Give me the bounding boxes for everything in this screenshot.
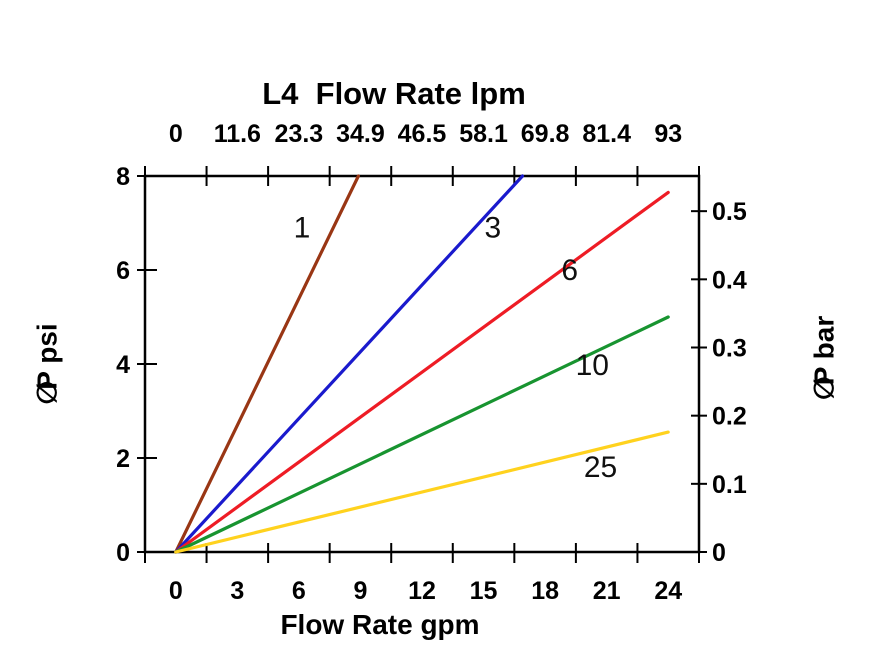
bottom-axis-tick-label: 21 xyxy=(593,577,621,605)
top-axis-tick-label: 93 xyxy=(654,120,682,148)
series-label-1: 1 xyxy=(294,212,311,245)
bottom-axis-tick-label: 3 xyxy=(230,577,244,605)
right-axis-tick-label: 0.5 xyxy=(712,198,747,226)
right-axis-tick-label: 0.3 xyxy=(712,334,747,362)
bottom-axis-tick-label: 24 xyxy=(654,577,682,605)
bottom-axis-tick-label: 0 xyxy=(169,577,183,605)
top-axis-tick-label: 23.3 xyxy=(275,120,324,148)
right-axis-tick-label: 0 xyxy=(712,539,726,567)
top-axis-tick-label: 0 xyxy=(169,120,183,148)
left-axis-tick-label: 6 xyxy=(116,257,130,285)
right-axis-tick-label: 0.4 xyxy=(712,266,747,294)
right-axis-tick-label: 0.2 xyxy=(712,403,747,431)
bottom-axis-tick-label: 12 xyxy=(408,577,436,605)
series-line-1 xyxy=(174,174,360,554)
left-axis-tick-label: 8 xyxy=(116,163,130,191)
top-axis-tick-label: 46.5 xyxy=(398,120,447,148)
series-line-3 xyxy=(174,174,525,554)
left-axis-tick-label: 4 xyxy=(116,351,130,379)
series-label-25: 25 xyxy=(584,451,617,484)
right-axis-tick-label: 0.1 xyxy=(712,471,747,499)
left-axis-tick-label: 0 xyxy=(116,539,130,567)
left-axis-title: ∅P psi xyxy=(31,323,64,404)
chart-title: L4 Flow Rate lpm xyxy=(262,76,526,111)
bottom-axis-tick-label: 18 xyxy=(531,577,559,605)
series-label-3: 3 xyxy=(484,212,501,245)
series-line-6 xyxy=(174,190,670,554)
left-axis-unit: P psi xyxy=(31,323,63,390)
top-axis-tick-label: 58.1 xyxy=(459,120,508,148)
bottom-axis-tick-label: 9 xyxy=(353,577,367,605)
series-label-6: 6 xyxy=(561,254,578,287)
bottom-axis-title: Flow Rate gpm xyxy=(280,609,480,640)
right-axis-unit: P bar xyxy=(808,315,840,386)
series-line-25 xyxy=(174,430,670,554)
series-line-10 xyxy=(174,315,670,554)
right-axis-title: ∅P bar xyxy=(808,316,841,401)
bottom-axis-tick-label: 15 xyxy=(470,577,498,605)
bottom-axis-tick-label: 6 xyxy=(292,577,306,605)
top-axis-tick-label: 11.6 xyxy=(214,120,261,148)
top-axis-tick-label: 34.9 xyxy=(336,120,385,148)
top-axis-tick-label: 69.8 xyxy=(521,120,570,148)
series-label-10: 10 xyxy=(576,349,609,382)
left-axis-tick-label: 2 xyxy=(116,445,130,473)
top-axis-tick-label: 81.4 xyxy=(582,120,631,148)
